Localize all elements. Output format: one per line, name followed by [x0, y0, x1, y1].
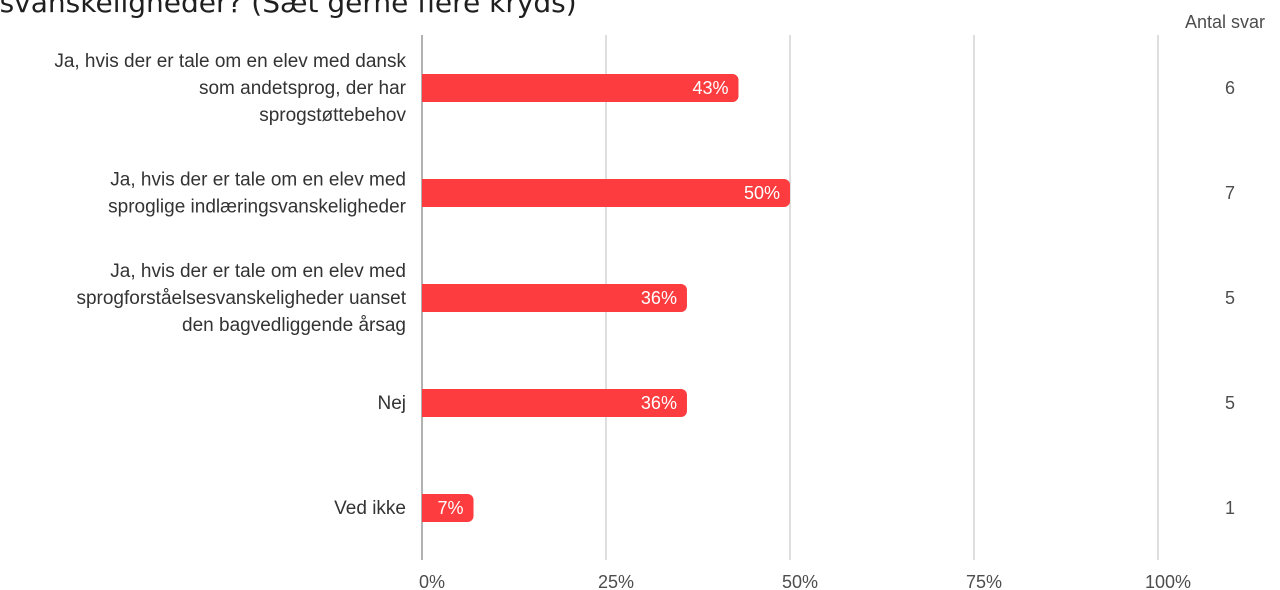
category-label: Nej — [377, 393, 406, 414]
category-label-line: Ved ikke — [334, 498, 406, 519]
bar-value-label: 50% — [744, 183, 780, 203]
x-tick-label: 0% — [419, 572, 445, 590]
category-label-line: den bagvedliggende årsag — [182, 315, 406, 336]
bar — [422, 389, 687, 417]
x-tick-label: 75% — [966, 572, 1002, 590]
bar-value-label: 7% — [438, 498, 464, 518]
category-label-line: sproglige indlæringsvanskeligheder — [108, 197, 407, 218]
category-label: Ved ikke — [334, 498, 406, 519]
category-label-line: Nej — [377, 393, 406, 414]
bar-value-label: 36% — [641, 393, 677, 413]
bar-layer — [422, 74, 790, 522]
category-label-line: som andetsprog, der har — [199, 78, 407, 99]
category-label: Ja, hvis der er tale om en elev med sprog… — [76, 261, 406, 336]
label-layer: 0% 25% 50% 75% 100% Antal svar 43% Ja, hvis der… — [54, 12, 1265, 590]
bar-base — [422, 389, 430, 417]
bar-base — [422, 74, 430, 102]
answer-count: 5 — [1225, 393, 1235, 413]
bar-value-label: 36% — [641, 288, 677, 308]
bar — [422, 74, 739, 102]
count-column-header: Antal svar — [1185, 12, 1265, 32]
category-label-line: sprogforståelsesvanskeligheder uanset — [76, 288, 406, 309]
answer-count: 5 — [1225, 288, 1235, 308]
category-label-line: Ja, hvis der er tale om en elev med — [110, 261, 406, 282]
x-tick-label: 100% — [1145, 572, 1191, 590]
category-label-line: Ja, hvis der er tale om en elev med dans… — [54, 51, 406, 72]
bar — [422, 494, 474, 522]
x-tick-label: 25% — [598, 572, 634, 590]
answer-count: 7 — [1225, 183, 1235, 203]
bar-base — [422, 284, 430, 312]
category-label-line: sprogstøttebehov — [259, 105, 406, 126]
bar — [422, 284, 687, 312]
category-label: Ja, hvis der er tale om en elev med dans… — [54, 51, 406, 126]
bar — [422, 179, 790, 207]
answer-count: 6 — [1225, 78, 1235, 98]
x-tick-label: 50% — [782, 572, 818, 590]
answer-count: 1 — [1225, 498, 1235, 518]
bar-value-label: 43% — [692, 78, 728, 98]
chart-title: lsesvanskeligheder? (Sæt gerne flere kry… — [0, 0, 577, 19]
bar-base — [422, 494, 430, 522]
bar-base — [422, 179, 430, 207]
category-label: Ja, hvis der er tale om en elev med sprog… — [108, 170, 407, 218]
category-label-line: Ja, hvis der er tale om en elev med — [110, 170, 406, 191]
